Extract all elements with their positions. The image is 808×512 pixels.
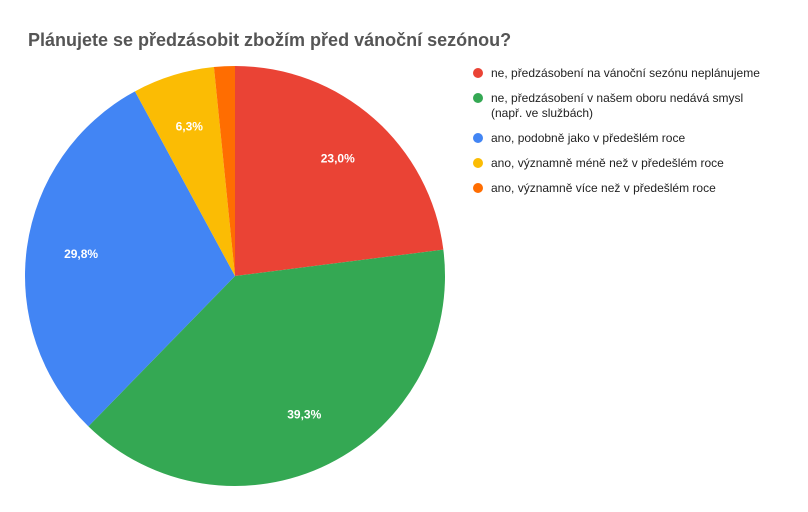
legend-label: ne, předzásobení na vánoční sezónu neplá… bbox=[491, 66, 760, 80]
legend-label: ano, významně méně než v předešlém roce bbox=[491, 156, 724, 170]
value-label: 23,0% bbox=[321, 152, 355, 166]
pie-slice bbox=[235, 66, 444, 276]
pie-slice bbox=[25, 91, 235, 427]
legend-marker bbox=[473, 93, 483, 103]
value-label: 6,3% bbox=[176, 120, 204, 134]
legend-label: ano, podobně jako v předešlém roce bbox=[491, 131, 686, 145]
legend-label: ne, předzásobení v našem oboru nedává sm… bbox=[491, 91, 744, 120]
pie-slice bbox=[134, 67, 235, 276]
legend-marker bbox=[473, 183, 483, 193]
legend-item: ano, podobně jako v předešlém roce bbox=[470, 131, 770, 146]
value-label: 39,3% bbox=[287, 407, 321, 421]
legend-marker bbox=[473, 158, 483, 168]
legend-item: ne, předzásobení v našem oboru nedává sm… bbox=[470, 91, 770, 121]
legend-marker bbox=[473, 133, 483, 143]
chart-title: Plánujete se předzásobit zbožím před ván… bbox=[28, 30, 511, 50]
pie-slice bbox=[88, 249, 446, 486]
value-label: 29,8% bbox=[64, 247, 98, 261]
legend-item: ano, významně více než v předešlém roce bbox=[470, 181, 770, 196]
legend-label: ano, významně více než v předešlém roce bbox=[491, 181, 716, 195]
pie-slice bbox=[213, 66, 235, 276]
legend-item: ano, významně méně než v předešlém roce bbox=[470, 156, 770, 171]
legend: ne, předzásobení na vánoční sezónu neplá… bbox=[470, 66, 770, 206]
legend-item: ne, předzásobení na vánoční sezónu neplá… bbox=[470, 66, 770, 81]
legend-marker bbox=[473, 68, 483, 78]
